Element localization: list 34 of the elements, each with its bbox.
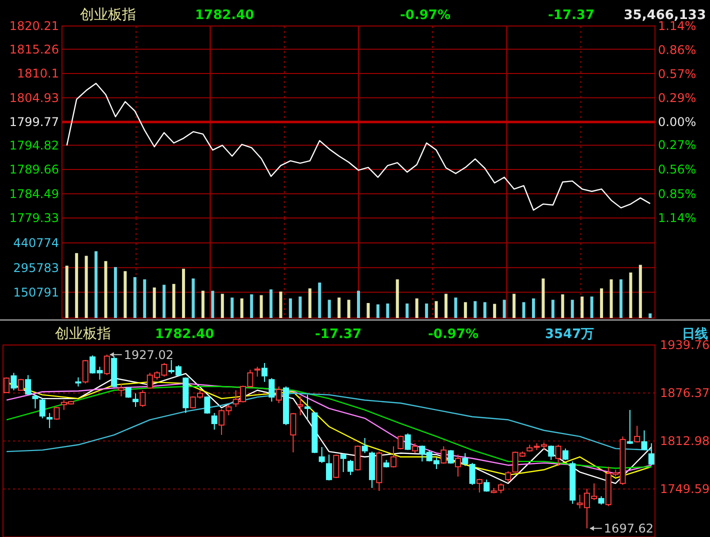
- text: 1782.40: [155, 327, 214, 342]
- y-tick-label: 1789.66: [9, 162, 59, 177]
- text: -0.97%: [400, 8, 450, 23]
- text: 1782.40: [195, 8, 254, 23]
- chart-title: 创业板指: [55, 326, 111, 342]
- text: -0.97%: [428, 327, 478, 342]
- y-tick-label: 1810.1: [17, 66, 59, 81]
- y-tick-label: 440774: [13, 236, 59, 250]
- y-tick-label: 1799.77: [9, 115, 59, 130]
- y-tick-label: 1784.49: [9, 186, 59, 201]
- y-tick-label: 1812.98: [660, 434, 710, 448]
- y-tick-label: 1794.82: [9, 138, 59, 152]
- text: 3547万: [545, 327, 594, 342]
- y2-tick-label: 0.27%: [658, 138, 696, 152]
- y2-tick-label: 1.14%: [658, 211, 696, 226]
- y-tick-label: 150791: [13, 286, 59, 300]
- y2-tick-label: 0.29%: [658, 90, 696, 105]
- y-tick-label: 1779.33: [9, 211, 59, 226]
- text: -17.37: [315, 327, 362, 342]
- y-tick-label: 1804.93: [9, 90, 59, 105]
- y2-tick-label: 0.86%: [658, 42, 696, 57]
- annotation: 1927.02: [124, 348, 174, 362]
- y2-tick-label: 0.56%: [658, 162, 696, 176]
- y-tick-label: 1749.59: [660, 482, 710, 496]
- y-tick-label: 1876.37: [660, 386, 710, 400]
- y-tick-label: 1815.26: [9, 42, 59, 56]
- chart-title: 创业板指: [80, 7, 136, 23]
- y2-tick-label: 0.57%: [658, 67, 696, 82]
- y2-tick-label: 0.00%: [658, 115, 696, 130]
- y-tick-label: 295783: [13, 260, 59, 275]
- y-tick-label: 1820.21: [9, 19, 59, 34]
- text: -17.37: [548, 8, 595, 23]
- annotation: 1697.62: [604, 522, 654, 536]
- y2-tick-label: 0.85%: [658, 186, 696, 201]
